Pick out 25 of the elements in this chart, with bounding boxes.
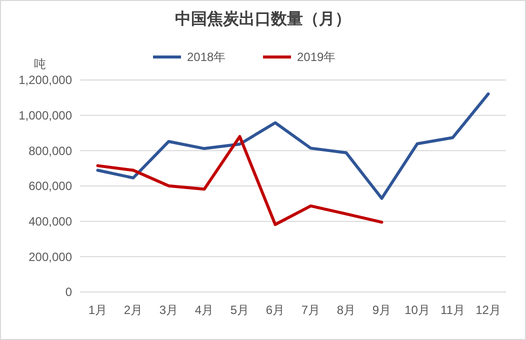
x-tick-label: 3月 bbox=[159, 303, 178, 317]
x-tick-label: 11月 bbox=[440, 303, 465, 317]
y-axis-title: 吨 bbox=[34, 57, 46, 71]
chart-title: 中国焦炭出口数量（月） bbox=[175, 10, 351, 28]
x-tick-label: 10月 bbox=[404, 303, 430, 317]
y-tick-label: 600,000 bbox=[28, 179, 72, 194]
legend-label: 2018年 bbox=[187, 50, 226, 64]
x-tick-label: 12月 bbox=[476, 303, 501, 317]
y-tick-label: 1,000,000 bbox=[18, 108, 72, 123]
line-series bbox=[96, 135, 384, 226]
x-tick-label: 2月 bbox=[124, 303, 143, 317]
y-tick-label: 1,200,000 bbox=[18, 73, 72, 88]
x-tick-label: 5月 bbox=[230, 303, 250, 317]
x-tick-label: 1月 bbox=[88, 303, 108, 317]
y-tick-label: 800,000 bbox=[28, 144, 72, 158]
x-tick-label: 4月 bbox=[194, 303, 214, 317]
x-tick-label: 7月 bbox=[301, 303, 320, 317]
y-tick-label: 0 bbox=[65, 285, 72, 300]
line-series bbox=[96, 92, 490, 200]
y-tick-label: 200,000 bbox=[28, 250, 72, 264]
x-tick-label: 8月 bbox=[336, 303, 356, 317]
legend-label: 2019年 bbox=[297, 50, 336, 64]
x-tick-label: 9月 bbox=[372, 303, 392, 317]
y-tick-label: 400,000 bbox=[28, 214, 72, 229]
x-tick-label: 6月 bbox=[266, 303, 285, 317]
